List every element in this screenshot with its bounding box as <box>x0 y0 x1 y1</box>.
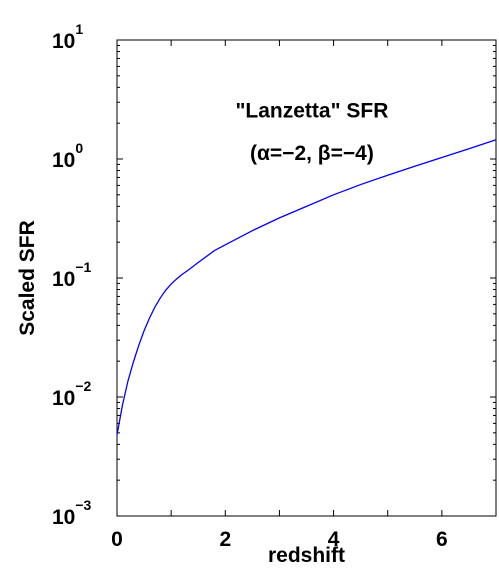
x-axis-title: redshift <box>268 544 345 567</box>
x-tick-label: 0 <box>111 528 123 551</box>
y-tick-label: 100 <box>52 140 83 172</box>
y-tick-label: 101 <box>52 21 83 53</box>
axis-tick-labels: 0 2 4 6 10−3 10−2 10−1 100 101 <box>52 21 448 551</box>
y-axis-title: Scaled SFR <box>16 220 39 336</box>
x-tick-label: 4 <box>328 528 340 551</box>
series-line-sfr <box>116 139 497 436</box>
y-tick-label: 10−1 <box>52 259 92 291</box>
annotation-line-1: "Lanzetta" SFR <box>235 100 388 123</box>
x-tick-label: 2 <box>219 528 231 551</box>
axis-ticks <box>116 39 497 517</box>
annotation-line-2: (α=−2, β=−4) <box>250 142 374 165</box>
y-tick-label: 10−2 <box>52 378 92 410</box>
x-tick-label: 6 <box>436 528 448 551</box>
y-tick-label: 10−3 <box>52 497 92 529</box>
